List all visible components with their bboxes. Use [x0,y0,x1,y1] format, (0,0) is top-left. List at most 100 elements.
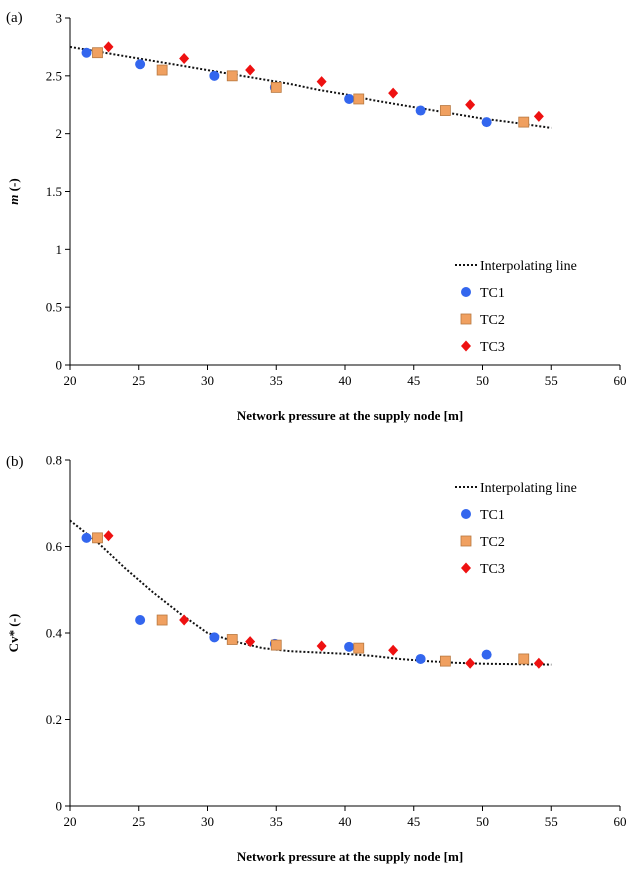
point-tc1 [135,59,146,70]
x-tick-label: 30 [201,814,214,829]
point-tc1 [481,649,492,660]
legend-swatch-tc3 [461,340,471,352]
point-tc2 [270,82,282,93]
point-tc2 [518,116,530,128]
y-axis-title-main: m [6,195,21,205]
point-tc3 [103,41,114,53]
point-tc1 [81,47,92,58]
x-tick-label: 25 [132,373,145,388]
y-axis-title-suffix: (-) [6,614,21,630]
point-tc2 [518,653,530,665]
point-tc1 [209,632,220,643]
y-tick-label: 0.2 [46,712,62,727]
x-tick-label: 35 [270,373,283,388]
point-tc1 [81,532,92,543]
point-tc2 [226,634,238,645]
point-tc1 [344,641,355,652]
point-tc1 [481,117,492,128]
legend-label: TC1 [480,508,505,523]
legend: Interpolating line TC1 TC2 TC3 [455,259,577,355]
point-tc2 [439,655,451,667]
point-tc3 [179,614,190,626]
point-tc3 [465,99,476,111]
x-tick-label: 25 [132,814,145,829]
point-tc1 [344,93,355,104]
point-tc2 [439,105,451,116]
point-tc3 [245,64,256,76]
legend-label: TC2 [480,313,505,328]
point-tc3 [245,636,256,648]
point-tc3 [179,52,190,64]
legend-swatch-tc3 [461,562,471,574]
point-tc2 [353,93,365,105]
y-tick-label: 0.6 [46,539,63,554]
y-tick-label: 1.5 [46,184,62,199]
x-tick-label: 40 [339,373,352,388]
x-tick-label: 55 [545,373,558,388]
legend-label: Interpolating line [480,481,577,496]
point-tc3 [533,110,544,122]
x-tick-label: 20 [64,814,77,829]
point-tc3 [388,644,399,656]
x-tick-label: 50 [476,814,489,829]
x-tick-label: 40 [339,814,352,829]
y-tick-label: 0 [56,358,63,373]
legend-swatch-tc2 [460,313,472,325]
x-axis-title: Network pressure at the supply node [m] [237,408,463,423]
point-tc2 [92,532,103,544]
legend-label: TC3 [480,562,505,577]
panel-label: (a) [6,10,23,26]
y-tick-label: 0 [56,799,63,814]
x-tick-label: 45 [407,814,420,829]
x-tick-label: 35 [270,814,283,829]
panel-label: (b) [6,454,24,470]
legend-label: Interpolating line [480,259,577,274]
x-tick-label: 55 [545,814,558,829]
interpolating-line [69,45,552,129]
y-axis-title: m (-) [6,178,21,204]
point-tc2 [156,64,168,76]
legend-label: TC1 [480,286,505,301]
point-tc3 [316,640,327,652]
y-tick-label: 1 [56,242,63,257]
chart-panel-b: 20 25 30 35 40 45 50 55 60 0 0.2 0.4 0.6 0.8 (b) Networ… [6,453,626,865]
point-tc1 [415,653,426,664]
point-tc1 [415,105,426,116]
x-axis-title: Network pressure at the supply node [m] [237,849,463,864]
legend-swatch-tc2 [460,535,472,547]
point-tc3 [388,87,399,99]
legend: Interpolating line TC1 TC2 TC3 [455,481,577,577]
legend-label: TC2 [480,535,505,550]
point-tc3 [103,530,114,542]
x-tick-label: 50 [476,373,489,388]
y-tick-label: 3 [56,11,63,26]
x-tick-label: 20 [64,373,77,388]
legend-swatch-tc1 [461,509,471,519]
point-tc2 [92,47,103,59]
y-tick-label: 0.5 [46,300,62,315]
x-tick-label: 60 [614,373,626,388]
point-tc3 [316,76,327,88]
point-tc2 [353,642,365,654]
point-tc1 [135,615,146,626]
legend-swatch-tc1 [461,287,471,297]
legend-label: TC3 [480,340,505,355]
point-tc1 [209,70,220,81]
y-tick-label: 0.4 [46,626,63,641]
y-tick-label: 0.8 [46,453,62,468]
y-tick-label: 2 [56,126,63,141]
point-tc3 [465,657,476,669]
point-tc3 [533,657,544,669]
point-tc2 [270,639,282,651]
point-tc2 [156,614,168,626]
y-axis-title-suffix: (-) [6,178,21,194]
x-tick-label: 45 [407,373,420,388]
y-axis-title: Cv* (-) [6,614,21,653]
interpolating-line [69,519,552,666]
y-axis-title-main: Cv* [6,630,21,652]
chart-panel-a: 20 25 30 35 40 45 50 55 60 0 0.5 1 1.5 2 2.5 3 (a) Networ… [6,10,626,423]
y-tick-label: 2.5 [46,68,62,83]
point-tc2 [226,70,238,82]
x-tick-label: 60 [614,814,626,829]
